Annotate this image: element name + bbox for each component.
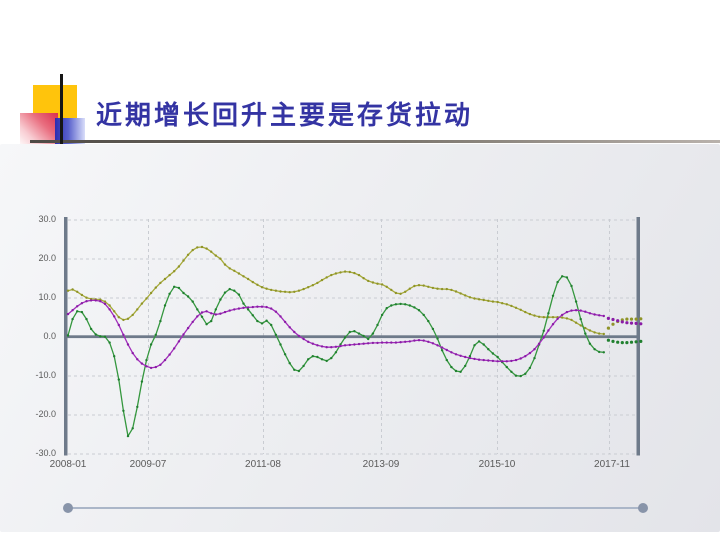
y-axis-label: -20.0 bbox=[35, 409, 56, 419]
x-axis-label: 2008-01 bbox=[49, 459, 87, 470]
slide-title: 近期增长回升主要是存货拉动 bbox=[96, 101, 474, 130]
y-axis-label: 0.0 bbox=[43, 331, 56, 341]
chart-gridlines bbox=[68, 219, 640, 455]
timeline-slider-handle-right[interactable] bbox=[638, 503, 648, 513]
timeline-slider-handle-left[interactable] bbox=[63, 503, 73, 513]
x-axis-label: 2011-08 bbox=[245, 459, 281, 470]
zero-line bbox=[64, 335, 640, 339]
y-axis-label: 20.0 bbox=[38, 253, 56, 263]
y-axis-label: -10.0 bbox=[35, 370, 56, 380]
chart-axes bbox=[64, 217, 640, 456]
x-axis-label: 2017-11 bbox=[594, 459, 630, 470]
x-axis-label: 2013-09 bbox=[362, 459, 400, 470]
x-axis-label: 2015-10 bbox=[478, 459, 516, 470]
y-axis-label: -30.0 bbox=[35, 448, 56, 458]
header-rule bbox=[30, 140, 720, 143]
y-axis-label: 10.0 bbox=[38, 292, 56, 302]
series-green bbox=[66, 275, 643, 438]
y-axis-label: 30.0 bbox=[38, 214, 56, 224]
timeline-slider-track[interactable] bbox=[68, 507, 643, 509]
accent-vertical-line bbox=[60, 74, 63, 148]
chart-series bbox=[66, 245, 643, 438]
series-purple bbox=[66, 299, 643, 370]
x-axis-label: 2009-07 bbox=[129, 459, 167, 470]
